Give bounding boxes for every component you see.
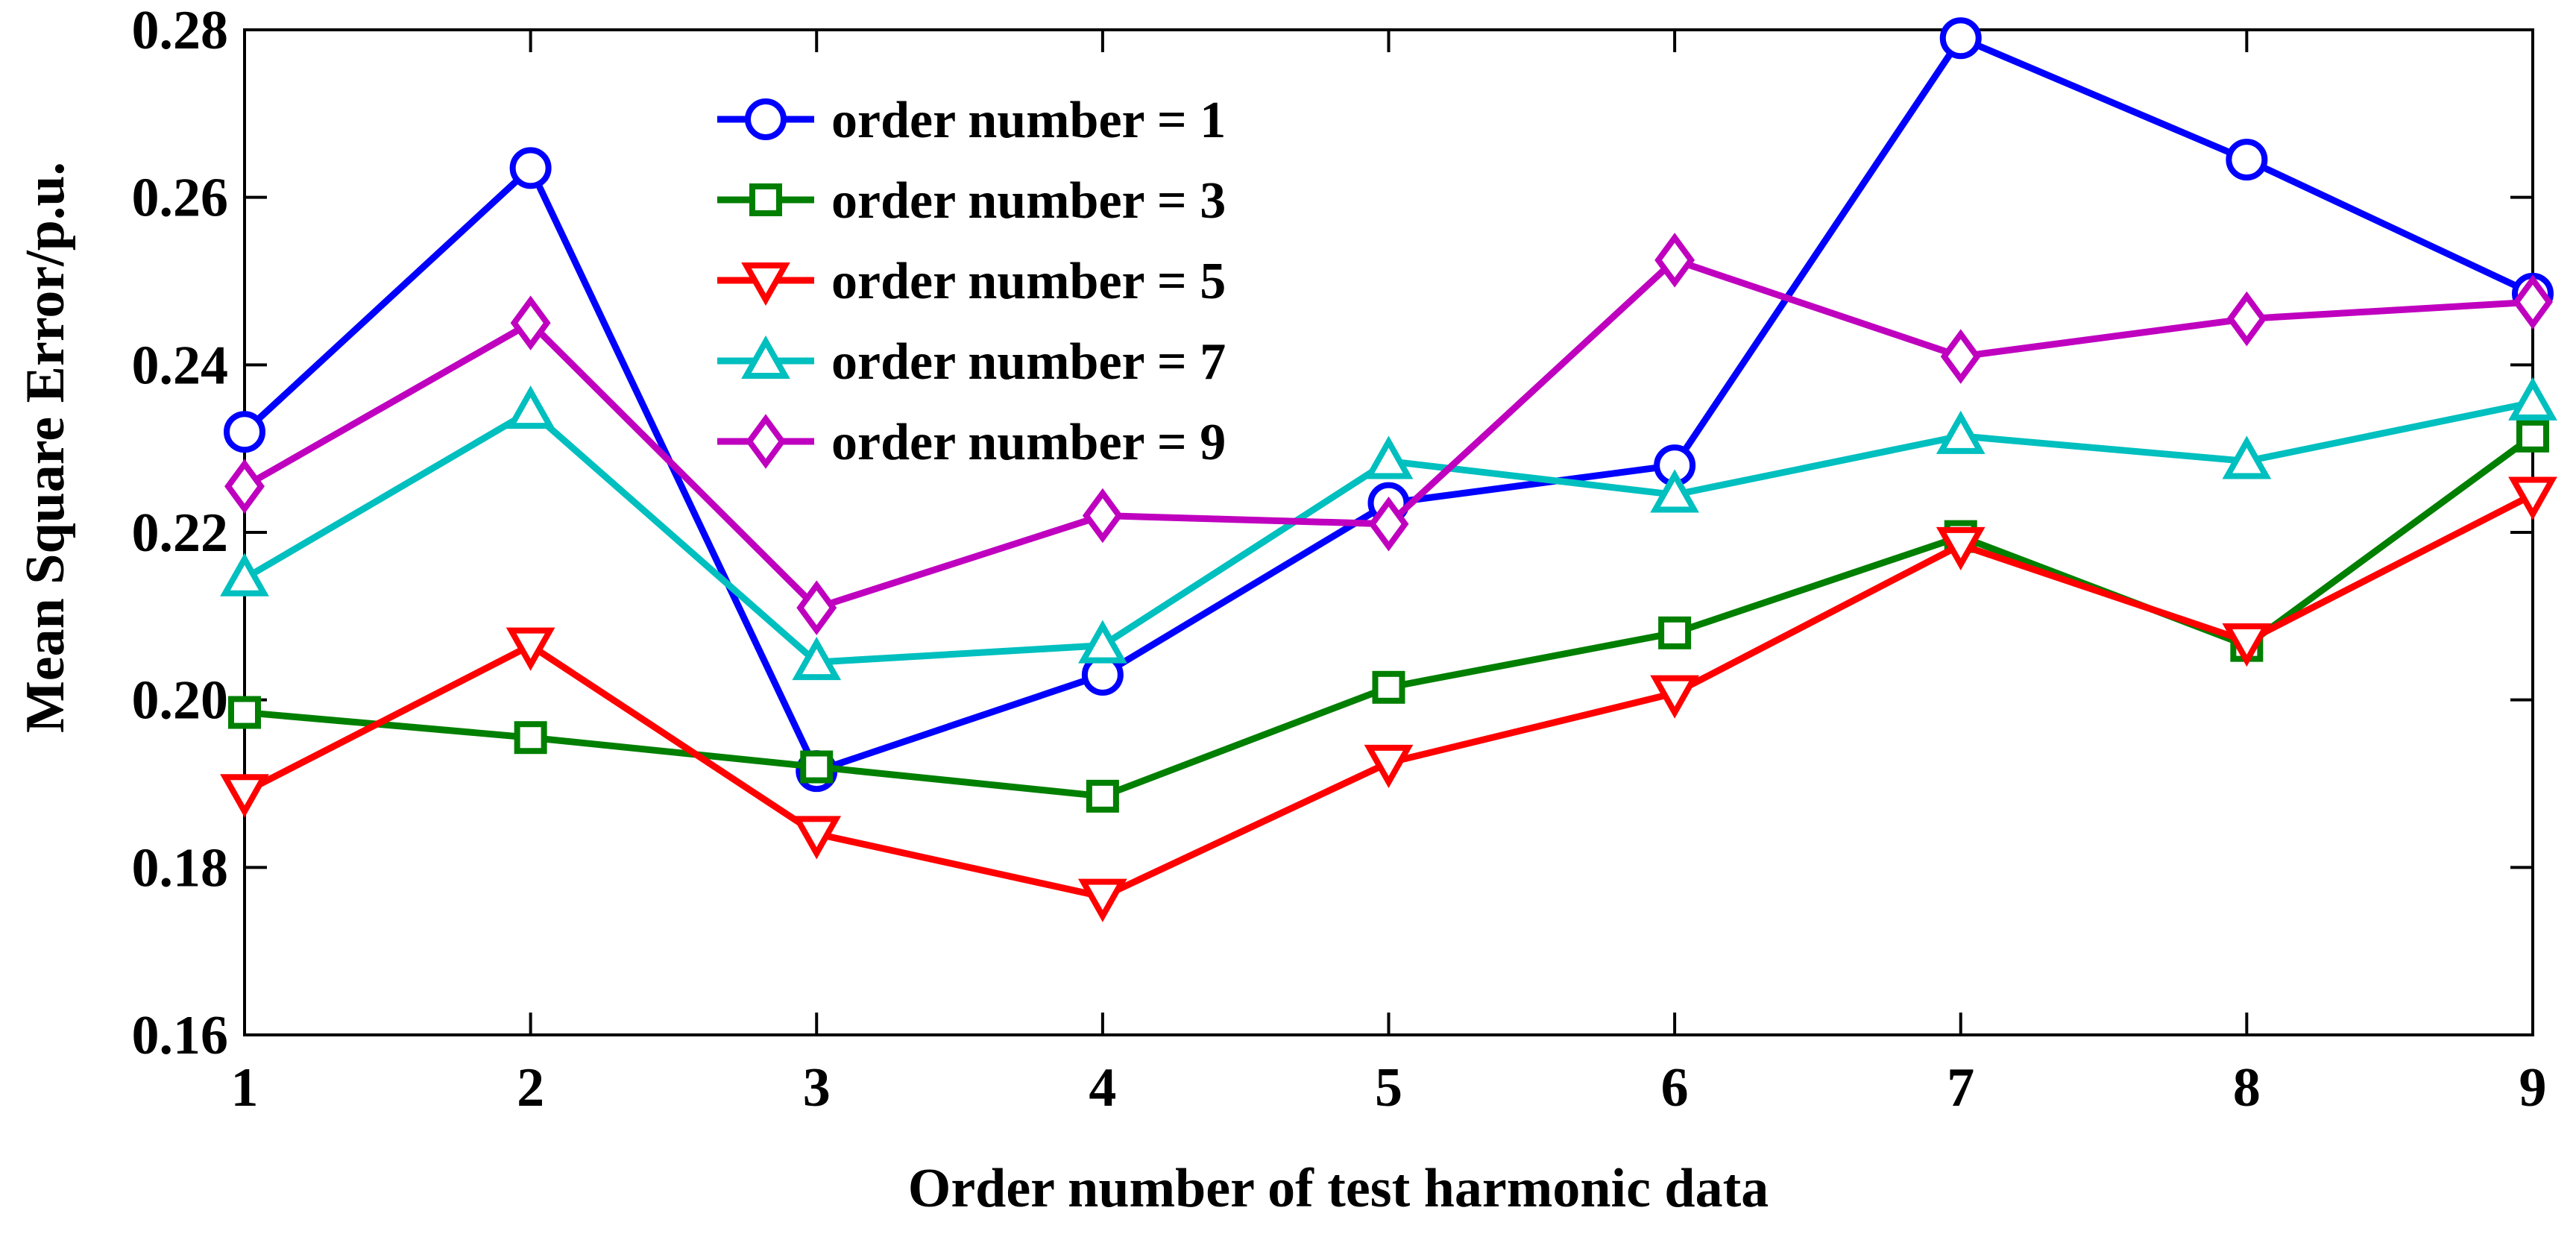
data-point <box>1364 435 1414 479</box>
y-tick-label: 0.22 <box>132 503 229 564</box>
y-tick-label: 0.18 <box>132 837 229 898</box>
data-point <box>1936 526 1985 570</box>
data-point <box>509 147 552 189</box>
x-tick-label: 9 <box>2519 1057 2547 1118</box>
data-point <box>792 816 842 860</box>
x-axis-title: Order number of test harmonic data <box>908 1158 1769 1219</box>
x-tick-label: 4 <box>1089 1057 1116 1118</box>
legend-label: order number = 9 <box>831 414 1226 471</box>
x-tick-label: 7 <box>1947 1057 1974 1118</box>
data-point <box>224 411 265 453</box>
legend-label: order number = 3 <box>831 172 1226 230</box>
data-point <box>1082 488 1123 544</box>
series-line <box>242 256 2534 612</box>
x-tick-label: 6 <box>1661 1057 1689 1118</box>
data-point <box>1086 779 1119 813</box>
data-point <box>1936 410 1985 454</box>
y-tick-label: 0.16 <box>132 1005 229 1066</box>
data-point <box>2222 435 2272 479</box>
data-point <box>1078 878 1127 922</box>
data-point <box>1364 744 1414 789</box>
series-5 <box>224 233 2553 635</box>
data-point <box>2508 377 2557 421</box>
data-point <box>1654 233 1695 288</box>
y-axis-title: Mean Square Error/p.u. <box>15 162 76 733</box>
legend-label: order number = 5 <box>831 253 1226 310</box>
data-point <box>1368 497 1409 552</box>
data-point <box>2508 476 2557 520</box>
data-point <box>514 721 547 755</box>
data-point <box>510 295 551 350</box>
y-tick-label: 0.20 <box>132 670 229 731</box>
data-point <box>228 696 261 729</box>
legend-label: order number = 1 <box>831 92 1226 149</box>
x-tick-label: 1 <box>231 1057 259 1118</box>
legend-entry: order number = 5 <box>717 253 1226 310</box>
data-point <box>1939 17 1982 60</box>
x-tick-label: 5 <box>1375 1057 1402 1118</box>
data-point <box>1078 620 1127 664</box>
data-point <box>506 627 555 671</box>
legend-marker <box>745 98 787 140</box>
x-tick-label: 2 <box>517 1057 544 1118</box>
series-4 <box>220 377 2557 681</box>
y-tick-label: 0.24 <box>132 335 229 396</box>
data-point <box>1650 469 1699 513</box>
data-point <box>506 385 555 429</box>
plot-area <box>243 28 2534 1036</box>
data-point <box>224 459 265 514</box>
data-point <box>2222 623 2272 667</box>
legend-marker <box>749 183 782 216</box>
legend-marker <box>746 414 786 469</box>
data-point <box>792 636 842 681</box>
legend-entry: order number = 9 <box>717 414 1226 471</box>
legend: order number = 1 order number = 3 order nu… <box>717 92 1226 471</box>
legend-label: order number = 7 <box>831 333 1226 391</box>
data-point <box>800 750 834 784</box>
x-tick-label: 3 <box>803 1057 831 1118</box>
data-point <box>220 553 269 596</box>
legend-entry: order number = 1 <box>717 92 1226 149</box>
legend-entry: order number = 7 <box>717 333 1226 391</box>
series-layer <box>220 17 2557 922</box>
legend-marker <box>741 335 790 379</box>
data-point <box>1650 675 1699 719</box>
data-point <box>1940 329 1981 384</box>
data-point <box>1658 616 1692 649</box>
data-point <box>2516 419 2549 453</box>
series-line <box>242 34 2534 775</box>
data-point <box>2226 291 2267 347</box>
data-point <box>220 774 269 818</box>
data-point <box>2226 139 2268 181</box>
data-point <box>796 580 837 635</box>
data-point <box>2513 274 2553 330</box>
y-tick-label: 0.26 <box>132 168 229 229</box>
tick-labels: 1 2 3 4 5 6 7 8 9 0.16 0.18 0.20 0.22 0.24 0.26 0.28 <box>132 0 2547 1118</box>
y-tick-label: 0.28 <box>132 0 229 61</box>
data-point <box>1372 670 1405 704</box>
x-tick-label: 8 <box>2233 1057 2261 1118</box>
legend-marker <box>741 262 790 306</box>
legend-entry: order number = 3 <box>717 172 1226 230</box>
series-3 <box>220 476 2557 922</box>
